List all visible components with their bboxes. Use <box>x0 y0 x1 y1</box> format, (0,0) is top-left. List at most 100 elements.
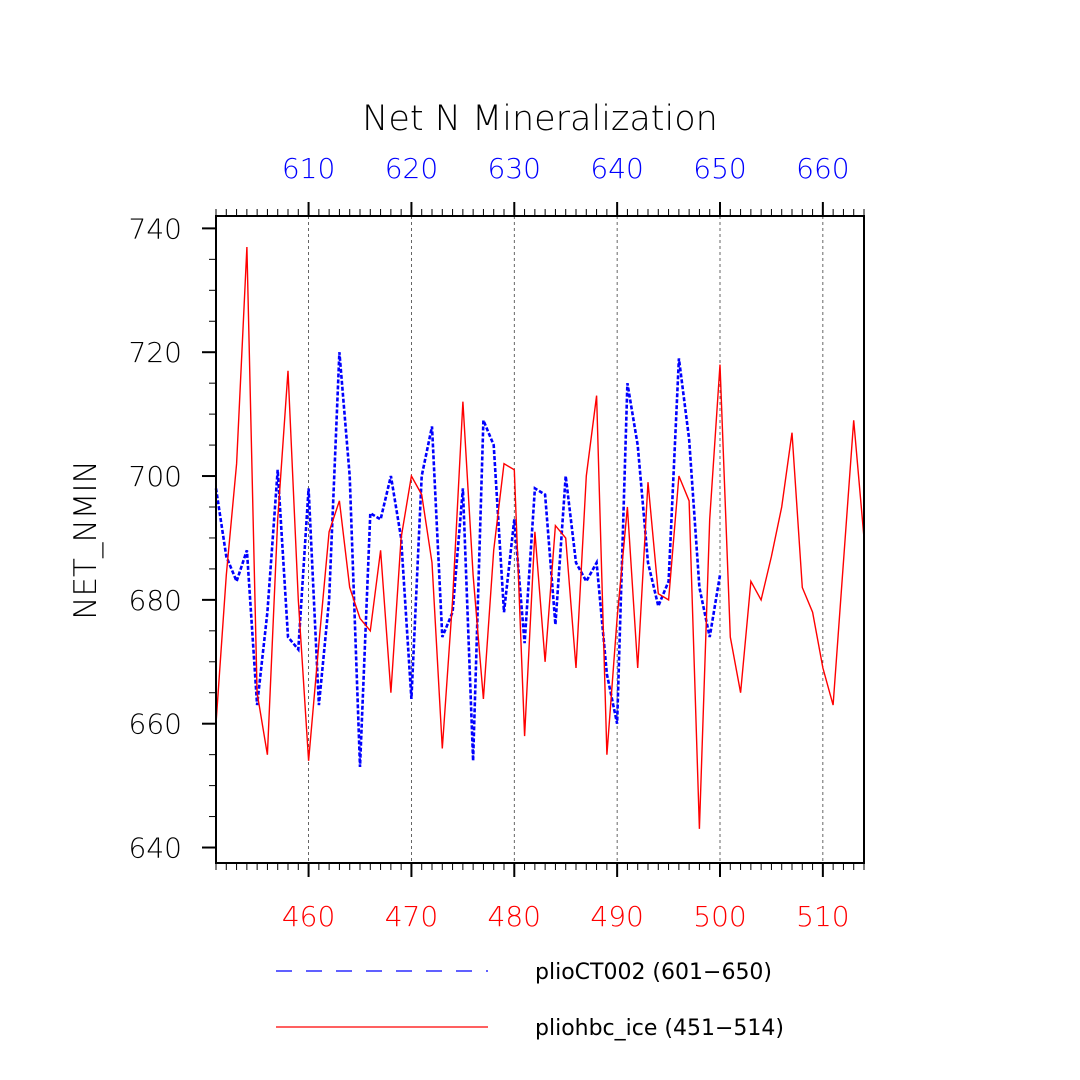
series-2-point <box>401 537 402 538</box>
series-2-point <box>493 550 494 551</box>
series-1-point <box>514 519 515 520</box>
series-2-point <box>452 599 453 600</box>
series-1-point <box>575 562 576 563</box>
series-1-point <box>370 513 371 514</box>
series-2-point <box>442 748 443 749</box>
y-tick-label: 680 <box>129 584 182 617</box>
plot-frame <box>215 215 865 864</box>
series-1-point <box>709 636 710 637</box>
series-2-point <box>740 692 741 693</box>
series-1-point <box>565 475 566 476</box>
series-2-point <box>781 506 782 507</box>
top-tick-label: 630 <box>488 152 541 185</box>
series-2-point <box>678 475 679 476</box>
series-1-point <box>349 475 350 476</box>
series-2-point <box>236 463 237 464</box>
series-1-point <box>390 475 391 476</box>
series-2-point <box>267 754 268 755</box>
series-2-point <box>617 618 618 619</box>
series-2-point <box>246 246 247 247</box>
y-tick-label: 720 <box>129 336 182 369</box>
series-2-point <box>750 581 751 582</box>
series-2-point <box>822 667 823 668</box>
series-2-point <box>843 562 844 563</box>
bottom-tick-label: 460 <box>282 900 335 933</box>
axes-group: 460 470 480 490 500 510 610 620 630 640 650 660 640 6… <box>129 152 865 933</box>
series-2-point <box>287 370 288 371</box>
series-1-point <box>411 698 412 699</box>
series-2-point <box>637 667 638 668</box>
series-2-point <box>411 475 412 476</box>
series-1-point <box>442 636 443 637</box>
series-1-point <box>719 575 720 576</box>
series-2-point <box>277 519 278 520</box>
y-tick-label: 640 <box>129 832 182 865</box>
bottom-tick-label: 500 <box>693 900 746 933</box>
series-1-point <box>257 705 258 706</box>
series-2-point <box>812 612 813 613</box>
series-1-point <box>287 636 288 637</box>
series-1-point <box>493 444 494 445</box>
series-1-point <box>524 643 525 644</box>
series-1-point <box>545 494 546 495</box>
legend-label-2: pliohbc_ice (451−514) <box>535 1016 784 1041</box>
legend: plioCT002 (601−650) pliohbc_ice (451−514) <box>276 960 784 1041</box>
top-tick-label: 640 <box>590 152 643 185</box>
series-2-point <box>421 494 422 495</box>
series-1-point <box>462 488 463 489</box>
series-1-point <box>308 488 309 489</box>
series-2-point <box>791 432 792 433</box>
series-1-point <box>339 352 340 353</box>
series-1-point <box>647 562 648 563</box>
top-tick-label: 620 <box>385 152 438 185</box>
series-1-point <box>267 612 268 613</box>
series-2-point <box>431 562 432 563</box>
y-tick-label: 740 <box>129 212 182 245</box>
series-2-point <box>658 593 659 594</box>
series-1-point <box>236 581 237 582</box>
series-1-point <box>699 587 700 588</box>
series-2-point <box>627 506 628 507</box>
series-1-point <box>298 649 299 650</box>
series-2-point <box>668 599 669 600</box>
y-tick-label: 700 <box>129 460 182 493</box>
series-1-point <box>668 581 669 582</box>
series-2-point <box>545 661 546 662</box>
series-2-point <box>853 420 854 421</box>
series-2-point <box>370 630 371 631</box>
series-line-1 <box>214 352 722 768</box>
series-2-point <box>473 575 474 576</box>
series-1-point <box>617 723 618 724</box>
series-1-point <box>586 581 587 582</box>
series-1-point <box>421 475 422 476</box>
series-2-point <box>606 754 607 755</box>
series-2-point <box>709 519 710 520</box>
series-1-point <box>277 469 278 470</box>
series-1-point <box>555 624 556 625</box>
series-2-point <box>483 698 484 699</box>
top-tick-label: 660 <box>796 152 849 185</box>
series-2-point <box>380 550 381 551</box>
series-2-point <box>349 587 350 588</box>
series-1-point <box>606 674 607 675</box>
series-2-point <box>503 463 504 464</box>
series-2-point <box>575 667 576 668</box>
series-2-point <box>730 636 731 637</box>
series-1-point <box>431 426 432 427</box>
series-1-point <box>246 550 247 551</box>
series-2-point <box>390 692 391 693</box>
series-2-point <box>555 525 556 526</box>
chart-title: Net N Mineralization <box>362 99 718 139</box>
top-tick-label: 650 <box>693 152 746 185</box>
y-tick-label: 660 <box>129 708 182 741</box>
top-tick-label: 610 <box>282 152 335 185</box>
series-2-point <box>771 556 772 557</box>
series-2-point <box>524 735 525 736</box>
series-1-point <box>318 705 319 706</box>
bottom-tick-label: 470 <box>385 900 438 933</box>
series-1-point <box>534 488 535 489</box>
series-2-point <box>647 482 648 483</box>
series-2-point <box>596 395 597 396</box>
series-1-point <box>226 556 227 557</box>
